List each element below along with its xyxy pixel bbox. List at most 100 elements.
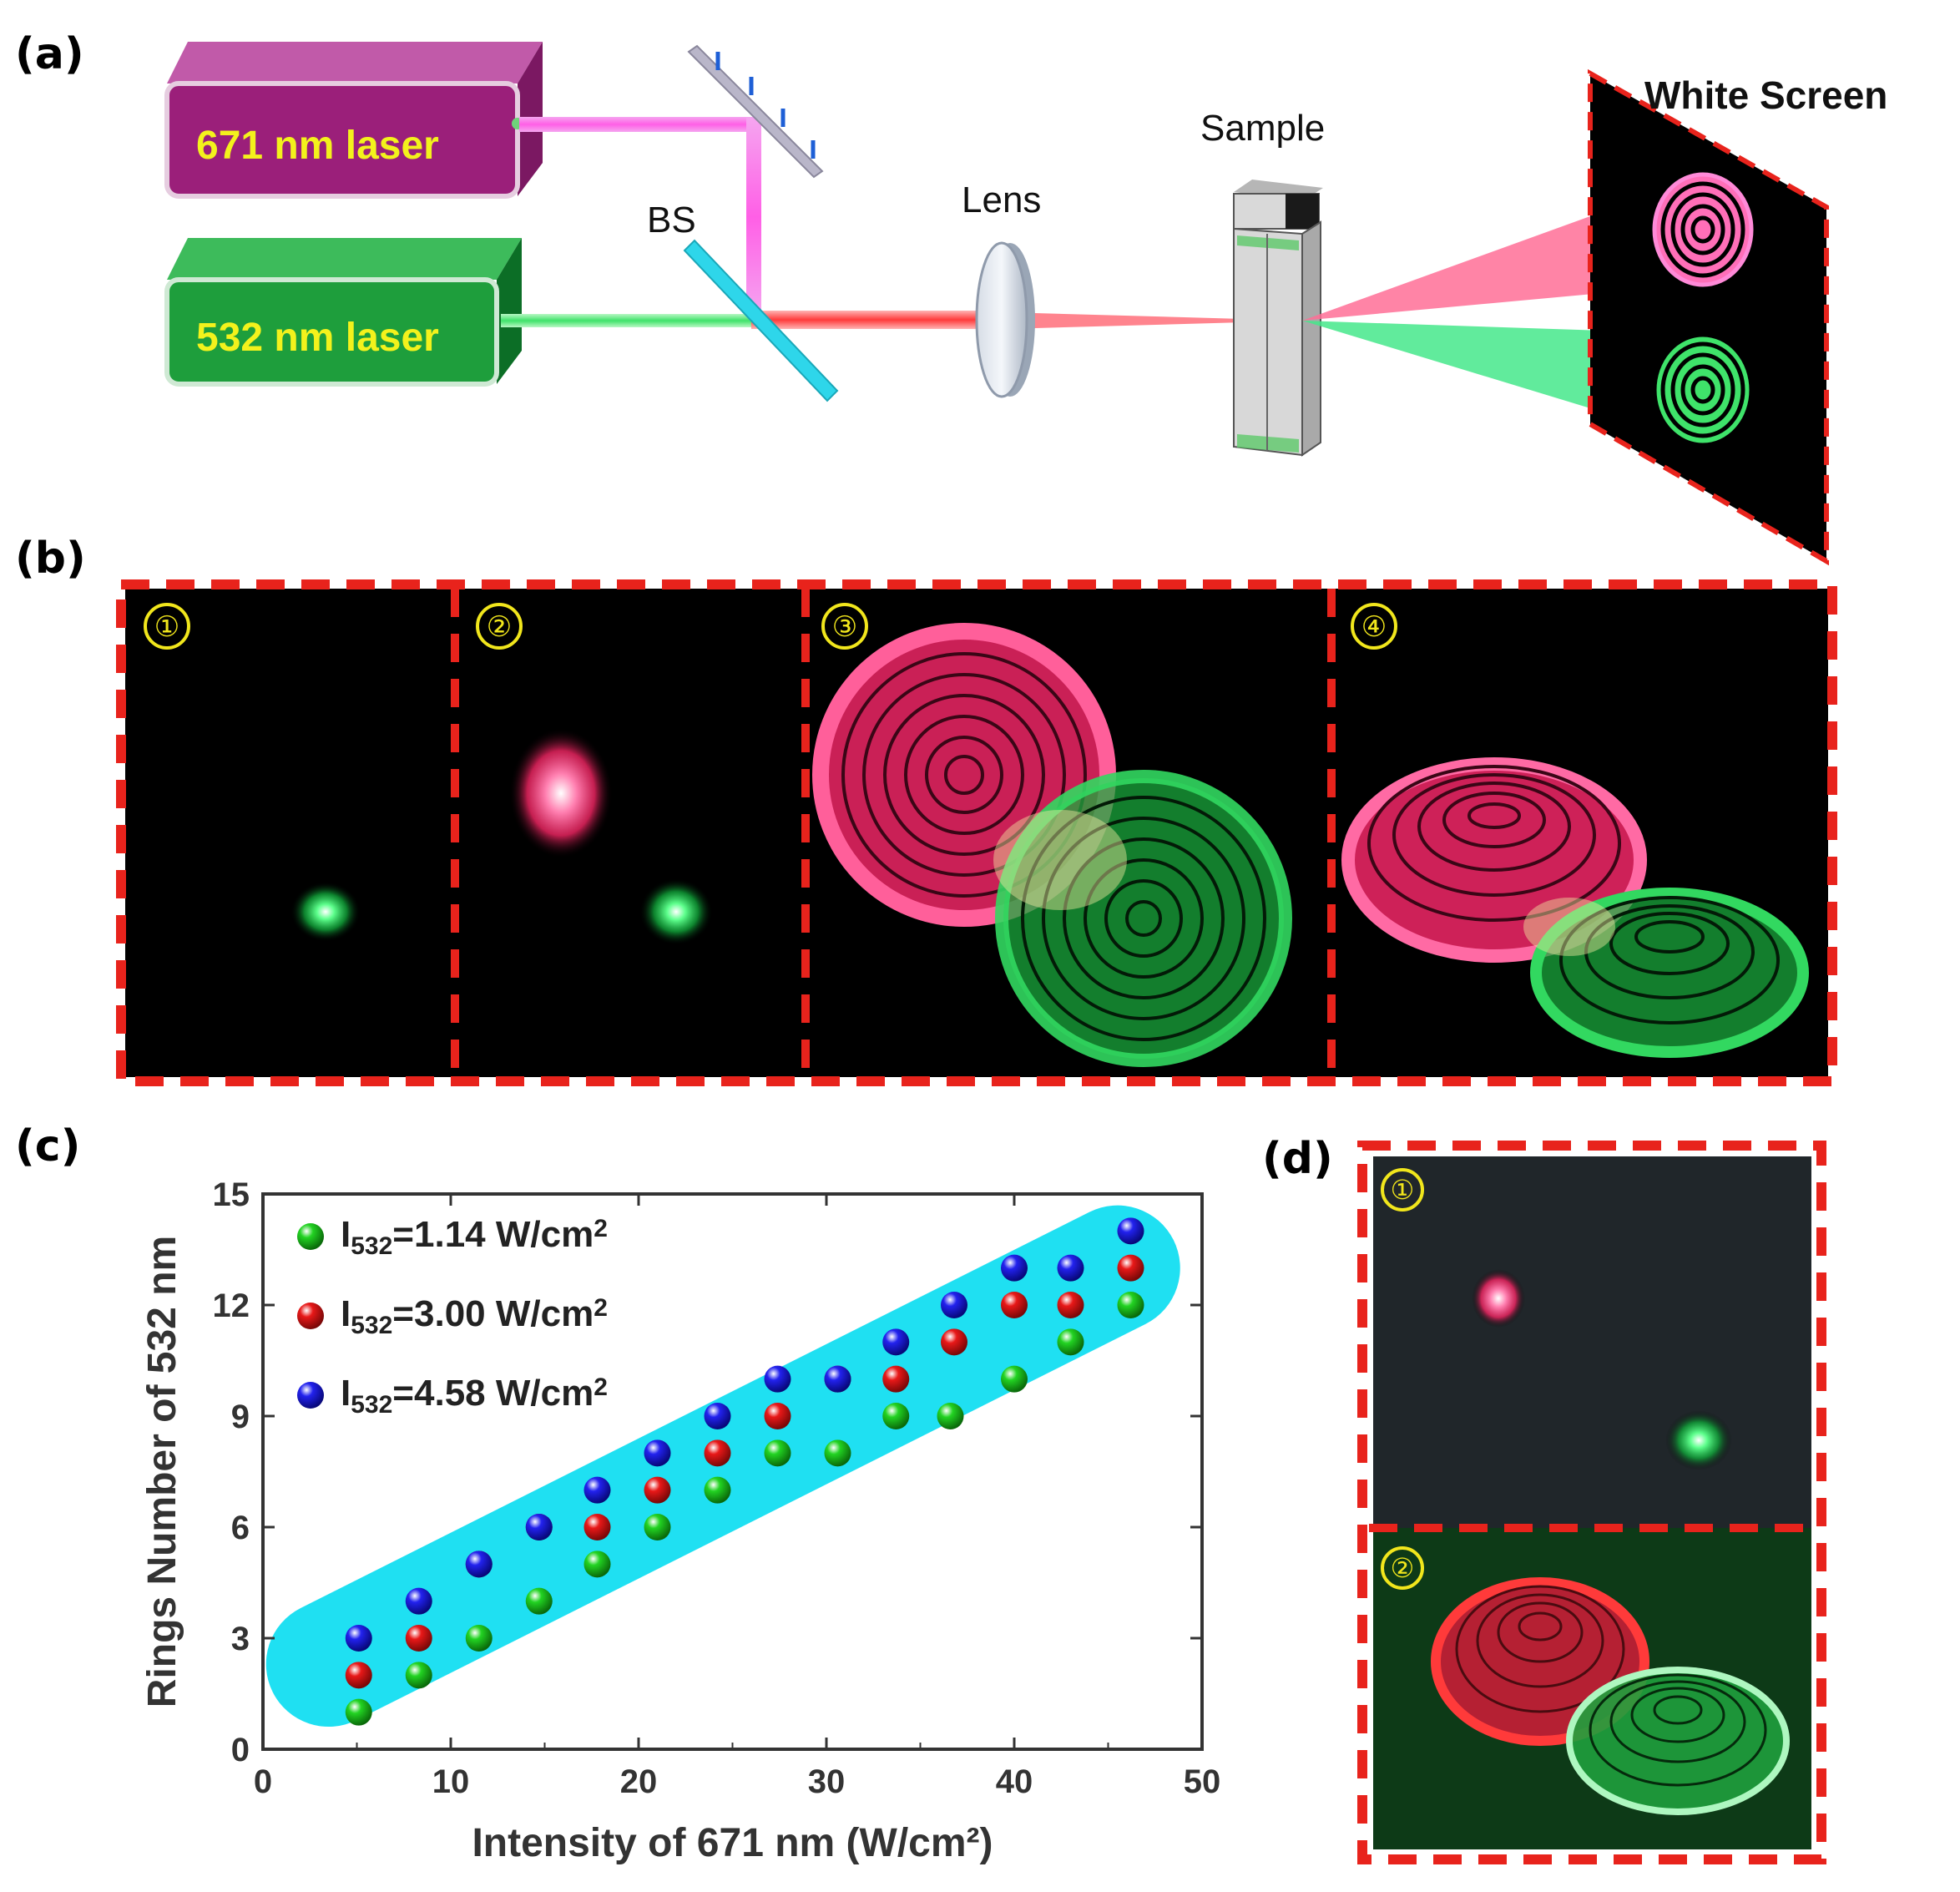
data-point-series-3 [824, 1365, 851, 1393]
data-point-series-3 [583, 1476, 611, 1504]
data-point-series-3 [941, 1292, 967, 1318]
sample-cuvette: Sample [1200, 108, 1325, 457]
panel-d-top-bg [1373, 1156, 1811, 1528]
data-point-series-3 [704, 1403, 731, 1429]
red-spot-2 [509, 728, 613, 858]
data-point-series-1 [1057, 1328, 1084, 1356]
panel-d: (d) ① ② [1262, 1134, 1826, 1864]
data-point-series-3 [405, 1587, 432, 1615]
data-point-series-3 [1001, 1254, 1028, 1282]
data-point-series-3 [1057, 1254, 1084, 1282]
panel-b-marker-1: ① [144, 603, 190, 650]
laser-532-box: 532 nm laser [164, 238, 522, 387]
beam-671-horizontal [519, 117, 761, 132]
data-point-series-2 [345, 1662, 372, 1689]
legend-marker-3 [297, 1382, 324, 1409]
data-point-series-3 [465, 1551, 493, 1578]
x-tick-label: 30 [808, 1763, 846, 1800]
data-point-series-2 [1057, 1292, 1084, 1318]
marker-text: ③ [832, 610, 857, 644]
data-point-series-1 [937, 1403, 964, 1429]
data-point-series-1 [405, 1662, 432, 1689]
white-screen-label: White Screen [1644, 73, 1887, 117]
data-point-series-2 [704, 1439, 731, 1467]
data-point-series-2 [644, 1476, 671, 1504]
y-axis-label: Rings Number of 532 nm [140, 1236, 184, 1707]
panel-c: (c) 0 10 20 30 40 50 0 3 6 9 12 15 Intensity of 671 … [15, 1121, 1220, 1865]
data-point-series-3 [525, 1514, 553, 1540]
white-screen: White Screen [1588, 68, 1887, 566]
data-point-series-1 [1001, 1365, 1028, 1393]
data-point-series-3 [1117, 1217, 1144, 1245]
panel-label-d: (d) [1262, 1134, 1333, 1184]
laser-671-box: 671 nm laser [164, 42, 543, 199]
x-tick-label: 0 [254, 1763, 272, 1800]
beam-671-vertical [746, 117, 761, 317]
beam-532 [501, 314, 751, 327]
screen-rings-green [1652, 332, 1754, 448]
legend-label-1: I532=1.14 W/cm2 [341, 1214, 608, 1260]
beam-splitter-label: BS [647, 200, 696, 240]
data-point-series-2 [764, 1403, 791, 1429]
panel-b-frame [116, 579, 1837, 1086]
panel-d-green-spot [1665, 1410, 1732, 1470]
panel-label-a: (a) [15, 29, 84, 79]
data-point-series-1 [764, 1439, 791, 1467]
panel-b-marker-4: ④ [1351, 603, 1397, 650]
screen-rings-red [1652, 172, 1754, 287]
green-spot-2 [639, 878, 713, 945]
panel-label-c: (c) [15, 1121, 80, 1171]
data-point-series-3 [644, 1439, 671, 1467]
data-point-series-2 [941, 1328, 967, 1356]
panel-b: (b) ① ② ③ ④ [15, 534, 1837, 1086]
panel-a: (a) 671 nm laser 532 nm laser [15, 29, 1887, 566]
ring-pattern-3 [812, 623, 1292, 1067]
lens: Lens [962, 180, 1041, 398]
panel-d-marker-1: ① [1381, 1168, 1424, 1212]
data-point-series-3 [345, 1625, 372, 1652]
y-tick-label: 0 [231, 1732, 250, 1768]
x-tick-label: 10 [432, 1763, 470, 1800]
legend-label-2: I532=3.00 W/cm2 [341, 1293, 608, 1339]
y-tick-label: 9 [231, 1399, 250, 1435]
green-spot-1 [290, 882, 361, 942]
data-point-series-1 [525, 1587, 553, 1615]
x-tick-label: 50 [1184, 1763, 1221, 1800]
panel-d-rings [1431, 1577, 1790, 1815]
data-point-series-1 [465, 1625, 493, 1652]
data-point-series-1 [824, 1439, 851, 1467]
lens-label: Lens [962, 180, 1041, 220]
laser-671-label: 671 nm laser [196, 124, 439, 168]
x-tick-label: 20 [620, 1763, 658, 1800]
marker-text: ④ [1361, 610, 1387, 644]
data-point-series-2 [583, 1514, 611, 1540]
panel-d-marker-2: ② [1381, 1546, 1424, 1590]
sample-label: Sample [1200, 108, 1325, 149]
ring-pattern-4 [1341, 757, 1809, 1058]
data-point-series-2 [405, 1625, 432, 1652]
marker-text: ② [1391, 1552, 1415, 1584]
scatter-chart: 0 10 20 30 40 50 0 3 6 9 12 15 Intensity of 671 nm (… [140, 1176, 1220, 1865]
marker-text: ① [154, 610, 179, 644]
panel-b-marker-2: ② [476, 603, 523, 650]
panel-d-frame [1357, 1141, 1826, 1864]
data-point-series-1 [882, 1403, 910, 1429]
panel-d-red-spot [1472, 1269, 1525, 1328]
y-tick-label: 15 [213, 1176, 250, 1213]
data-point-series-1 [704, 1476, 731, 1504]
data-point-series-2 [1117, 1254, 1144, 1282]
legend-label-3: I532=4.58 W/cm2 [341, 1373, 608, 1419]
y-tick-label: 12 [213, 1287, 250, 1324]
data-point-series-1 [583, 1551, 611, 1578]
beam-focused [1006, 312, 1302, 329]
data-point-series-3 [764, 1365, 791, 1393]
trend-band [265, 1205, 1180, 1728]
data-point-series-1 [644, 1514, 671, 1540]
y-tick-label: 6 [231, 1510, 250, 1546]
data-point-series-3 [882, 1328, 910, 1356]
panel-label-b: (b) [15, 534, 86, 584]
x-axis-label: Intensity of 671 nm (W/cm²) [472, 1821, 993, 1865]
beam-splitter [683, 239, 839, 402]
legend-marker-1 [297, 1223, 324, 1250]
